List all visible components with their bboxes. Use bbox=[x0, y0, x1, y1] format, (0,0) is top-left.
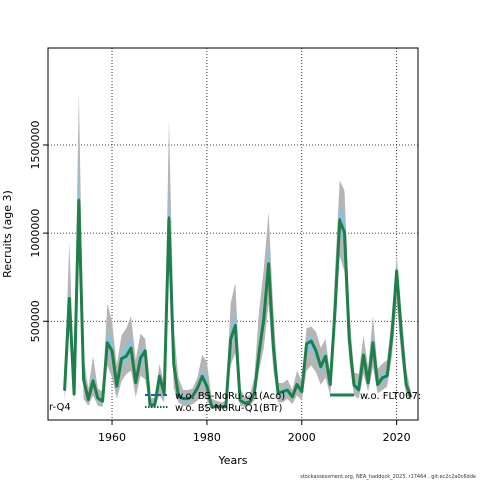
x-axis-title: Years bbox=[217, 454, 247, 467]
y-tick-label: 500000 bbox=[29, 300, 42, 342]
series-lines bbox=[63, 198, 413, 409]
x-tick-label: 2000 bbox=[288, 431, 316, 444]
x-tick-label: 2020 bbox=[383, 431, 411, 444]
legend-entry-label: r-Q4 bbox=[49, 402, 71, 413]
legend-entry-label: w.o. BS-NoRu-Q1(BTr) bbox=[175, 403, 283, 414]
legend-entry-label: w.o. BS-NoRu-Q1(Aco) bbox=[175, 391, 285, 402]
plot-frame bbox=[47, 47, 419, 421]
source-credit: stockassessment.org, NEA_haddock_2023, r… bbox=[300, 474, 476, 480]
legend-entry-label: w.o. FLT007: bbox=[360, 391, 421, 402]
series-line bbox=[63, 199, 413, 409]
x-axis: 1960 1980 2000 2020 bbox=[98, 420, 411, 444]
y-axis-title: Recruits (age 3) bbox=[1, 190, 14, 278]
x-tick-label: 1960 bbox=[98, 431, 126, 444]
y-axis: 500000 1000000 1500000 bbox=[29, 120, 48, 342]
legend: r-Q4 w.o. BS-NoRu-Q1(Aco) w.o. FLT007: w.o.… bbox=[49, 391, 421, 414]
y-tick-label: 1000000 bbox=[29, 209, 42, 258]
x-tick-label: 1980 bbox=[193, 431, 221, 444]
y-tick-label: 1500000 bbox=[29, 120, 42, 169]
